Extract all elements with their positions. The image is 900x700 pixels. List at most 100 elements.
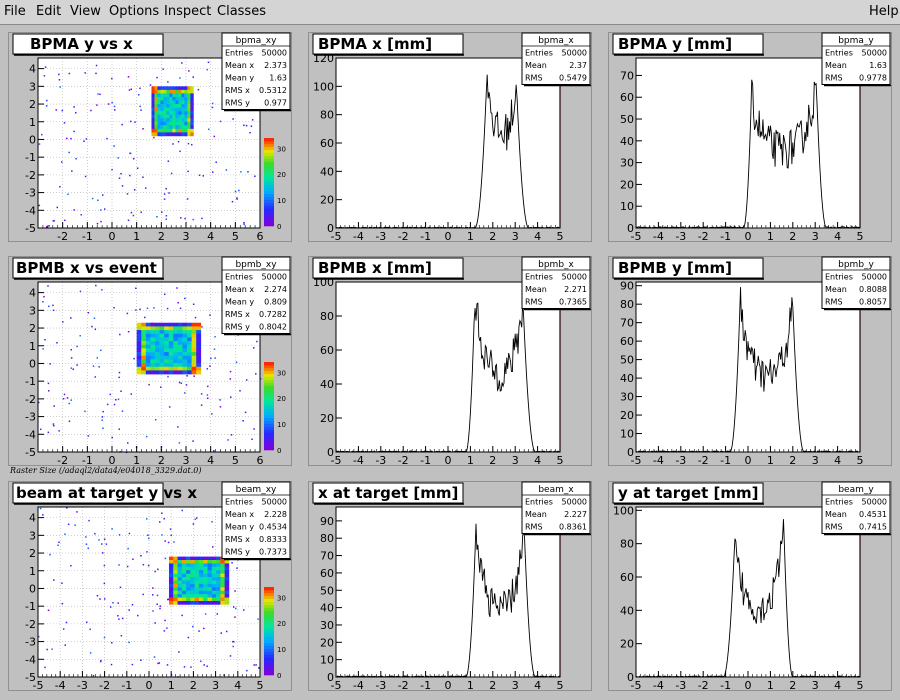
x-tick-label: 1 <box>133 454 140 466</box>
heat-cell <box>220 590 225 595</box>
chart-pad-4[interactable]: 0 10 20 30 -2 -1 0 1 2 3 4 5 6 -5 -4 -3 -2 -1 0 1 2 3 4 BPMB x … <box>8 256 292 467</box>
chart-pad-5[interactable]: -5 -4 -3 -2 -1 0 1 2 3 4 5 0 20 40 60 80 100 BPMB x [mm] b… <box>308 256 592 467</box>
y-tick-label: -3 <box>25 636 36 649</box>
heat-cell <box>150 370 156 375</box>
heat-cell <box>173 348 179 353</box>
noise-point <box>209 365 211 367</box>
y-tick-label: 90 <box>620 280 634 293</box>
heat-cell <box>194 594 200 598</box>
menu-inspect[interactable]: Inspect <box>164 4 212 19</box>
heat-cell <box>187 114 191 119</box>
heat-cell <box>224 573 230 578</box>
noise-point <box>142 128 144 130</box>
menu-view[interactable]: View <box>70 4 101 19</box>
noise-point <box>163 293 166 296</box>
noise-point <box>163 630 166 632</box>
heat-cell <box>182 352 188 357</box>
plot-frame <box>336 58 560 228</box>
noise-point <box>95 64 98 67</box>
heat-cell <box>151 89 155 94</box>
heat-cell <box>186 580 191 585</box>
stats-name: bpmb_x <box>538 260 574 270</box>
raster-caption: Raster Size (/adaql2/data4/e04018_3329.d… <box>10 466 202 475</box>
heat-cell <box>177 363 183 368</box>
noise-point <box>100 209 102 211</box>
heat-cell <box>184 104 188 108</box>
heat-cell <box>220 580 225 585</box>
frame-border <box>37 57 261 229</box>
heat-cell <box>187 100 191 105</box>
heat-cell <box>164 370 170 375</box>
heat-cell <box>181 566 187 571</box>
menu-edit[interactable]: Edit <box>36 4 62 19</box>
heat-cell <box>145 359 151 364</box>
heat-cell <box>136 370 142 375</box>
heat-cell <box>141 370 147 375</box>
y-tick-label: 0 <box>327 671 334 684</box>
heat-cell <box>154 322 160 327</box>
palette-swatch <box>264 382 274 386</box>
menu-help[interactable]: Help <box>869 4 899 19</box>
stats-key: RMS y <box>225 323 250 332</box>
x-tick-label: 4 <box>534 454 541 466</box>
heat-cell <box>194 566 200 571</box>
menu-file[interactable]: File <box>4 4 26 19</box>
y-tick-label: 3 <box>29 80 36 93</box>
chart-pad-7[interactable]: 0 10 20 30 -5 -4 -3 -2 -1 0 1 2 3 4 5 -5 -4 -3 -2 -1 0 1 2 3 4 be… <box>8 481 292 692</box>
heat-cell <box>157 125 161 130</box>
chart-pad-6[interactable]: -5 -4 -3 -2 -1 0 1 2 3 4 5 0 10 20 30 40 50 60 70 80 90 BPMB … <box>608 256 892 467</box>
heat-cell <box>198 566 204 571</box>
noise-point <box>245 379 248 381</box>
heat-cell <box>136 359 142 364</box>
heat-cell <box>181 563 187 568</box>
noise-point <box>133 189 136 191</box>
chart-pad-9[interactable]: -5 -4 -3 -2 -1 0 1 2 3 4 5 0 20 40 60 80 100 y at target … <box>608 481 892 692</box>
noise-point <box>109 606 112 608</box>
noise-point <box>126 193 129 195</box>
chart-pad-2[interactable]: -5 -4 -3 -2 -1 0 1 2 3 4 5 0 20 40 60 80 100 120 BPMA x [m… <box>308 32 592 243</box>
noise-point <box>73 209 75 211</box>
heat-cell <box>159 322 165 327</box>
y-tick-label: 80 <box>320 310 334 323</box>
noise-point <box>68 402 70 405</box>
noise-point <box>200 404 203 406</box>
noise-point <box>92 365 95 367</box>
noise-point <box>169 528 172 530</box>
y-tick-label: 3 <box>29 304 36 317</box>
heat-cell <box>169 96 173 101</box>
menu-options[interactable]: Options <box>109 4 160 19</box>
stats-box <box>521 481 591 534</box>
palette-swatch <box>264 362 274 366</box>
palette-swatch <box>264 651 274 655</box>
noise-point <box>129 152 132 155</box>
menu-classes[interactable]: Classes <box>217 4 266 19</box>
stats-value: 0.8333 <box>259 535 287 544</box>
heat-cell <box>194 559 200 564</box>
chart-pad-3[interactable]: -5 -4 -3 -2 -1 0 1 2 3 4 5 0 10 20 30 40 50 60 70 BPMA y [m… <box>608 32 892 243</box>
root-canvas[interactable]: Raster Size (/adaql2/data4/e04018_3329.d… <box>0 25 900 700</box>
stats-name: bpma_xy <box>236 36 278 46</box>
chart-pad-1[interactable]: 0 10 20 30 -2 -1 0 1 2 3 4 5 6 -5 -4 -3 -2 -1 0 1 2 3 4 BPMA y … <box>8 32 292 243</box>
x-tick-label: 0 <box>445 230 452 242</box>
chart-pad-8[interactable]: -5 -4 -3 -2 -1 0 1 2 3 4 5 0 10 20 30 40 50 60 70 80 90 x at … <box>308 481 592 692</box>
heat-cell <box>154 96 158 101</box>
noise-point <box>167 598 170 600</box>
heat-cell <box>141 333 147 338</box>
heat-cell <box>187 359 192 364</box>
heat-cell <box>196 330 202 335</box>
heat-cell <box>145 326 151 331</box>
y-tick-label: 20 <box>320 636 334 649</box>
stats-name: bpmb_y <box>838 260 874 270</box>
heat-cell <box>181 583 187 588</box>
x-tick-label: -4 <box>653 454 664 466</box>
palette-swatch <box>264 657 274 661</box>
heat-cell <box>211 563 217 568</box>
x-tick-label: -2 <box>57 454 68 466</box>
heat-cell <box>168 344 174 349</box>
heat-cell <box>191 366 197 371</box>
stats-value: 0.7365 <box>559 298 587 307</box>
noise-point <box>211 521 213 523</box>
noise-point <box>70 317 72 319</box>
palette-swatch <box>264 214 274 218</box>
heat-cell <box>220 570 225 574</box>
